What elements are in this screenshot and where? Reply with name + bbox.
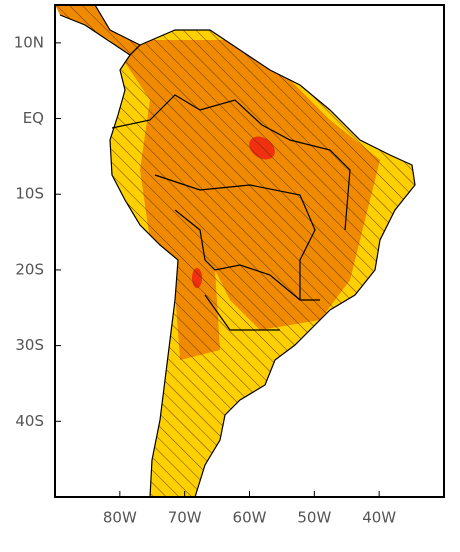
x-tick-label: 50W (297, 509, 331, 527)
land (55, 5, 415, 497)
x-tick-label: 70W (168, 509, 202, 527)
x-tick-label: 80W (103, 509, 137, 527)
coastline (55, 4, 416, 498)
x-tick-label: 60W (233, 509, 267, 527)
y-tick-label: 30S (15, 336, 44, 354)
y-tick-label: 40S (15, 412, 44, 430)
y-tick-label: EQ (23, 109, 44, 127)
y-tick-label: 10S (15, 185, 44, 203)
y-tick-label: 10N (14, 33, 44, 51)
x-tick-label: 40W (362, 509, 396, 527)
y-tick-label: 20S (15, 260, 44, 278)
